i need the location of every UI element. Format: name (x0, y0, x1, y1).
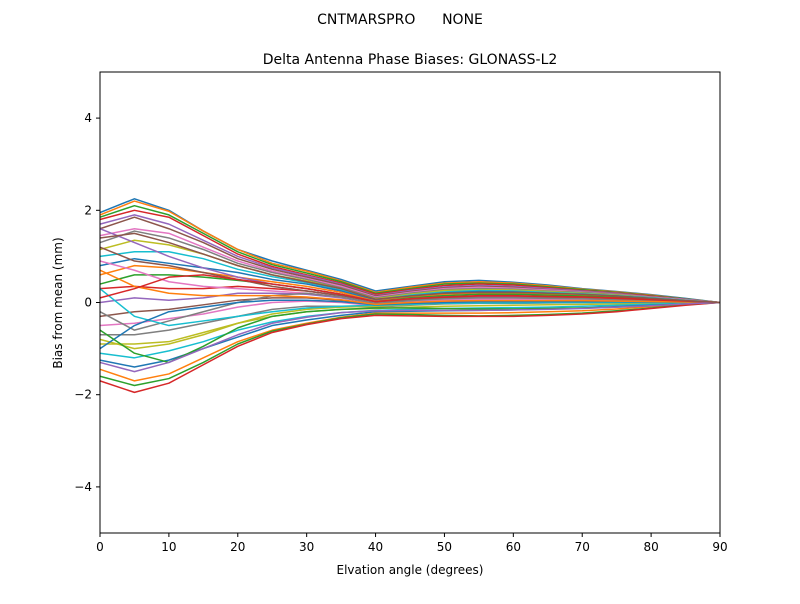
x-tick-label: 70 (575, 540, 590, 554)
series-line (99, 232, 721, 304)
series-line (100, 301, 721, 345)
x-tick-label: 30 (299, 540, 314, 554)
axes-layer: 0 10 20 30 40 50 60 70 80 90 −4 −2 0 2 4 (74, 71, 728, 554)
series-line (99, 288, 720, 327)
series-line (99, 292, 721, 331)
chart-title: Delta Antenna Phase Biases: GLONASS-L2 (263, 52, 558, 68)
x-tick-label: 50 (437, 540, 452, 554)
x-tick-label: 60 (506, 540, 521, 554)
x-tick-label: 20 (230, 540, 245, 554)
x-axis-label: Elvation angle (degrees) (337, 563, 484, 577)
x-tick-label: 80 (643, 540, 658, 554)
x-tick-label: 0 (96, 540, 104, 554)
series-layer (99, 198, 721, 394)
series-line (99, 301, 721, 382)
series-line (99, 301, 721, 373)
x-tick-label: 10 (161, 540, 176, 554)
y-tick-label: 0 (84, 296, 92, 310)
y-tick-label: 2 (84, 203, 92, 217)
x-tick-label: 90 (712, 540, 727, 554)
series-line (99, 301, 721, 387)
y-tick-label: −2 (74, 388, 92, 402)
figure-suptitle: CNTMARSPRO NONE (317, 12, 483, 28)
series-line (99, 269, 721, 306)
series-line (99, 301, 721, 359)
x-tick-label: 40 (368, 540, 383, 554)
y-axis-label: Bias from mean (mm) (51, 237, 65, 368)
series-line (99, 301, 721, 394)
series-line (99, 274, 721, 304)
y-tick-label: −4 (74, 480, 92, 494)
y-tick-label: 4 (84, 111, 92, 125)
